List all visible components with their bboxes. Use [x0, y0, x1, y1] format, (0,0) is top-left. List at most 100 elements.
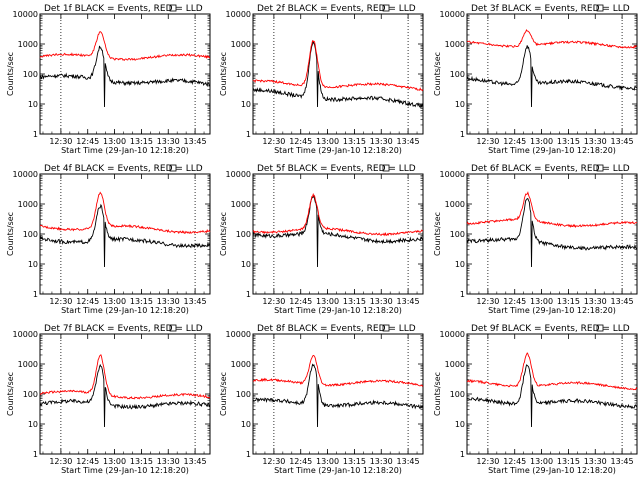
x-axis-label: Start Time (29-Jan-10 12:18:20)	[488, 466, 616, 475]
y-tick-label: 10	[28, 420, 38, 429]
lld-series-line	[252, 354, 424, 387]
y-tick-label: 1000	[18, 360, 38, 369]
legend-box	[596, 164, 604, 172]
plot-frame	[39, 13, 211, 135]
events-series-line	[466, 198, 638, 268]
y-tick-label: 10	[241, 100, 251, 109]
y-axis-label: Counts/sec	[219, 372, 228, 416]
y-tick-label: 1	[33, 130, 38, 139]
x-tick-label: 13:45	[397, 457, 420, 466]
x-tick-label: 13:30	[157, 457, 180, 466]
y-tick-label: 1	[246, 450, 251, 459]
x-tick-label: 13:00	[316, 297, 339, 306]
events-series-line	[466, 45, 638, 108]
plot-frame	[466, 333, 638, 455]
x-tick-label: 13:30	[370, 137, 393, 146]
y-axis-label: Counts/sec	[6, 52, 15, 96]
y-tick-label: 10000	[13, 330, 38, 339]
legend-box	[169, 324, 177, 332]
legend-box	[169, 4, 177, 12]
lld-series-line	[252, 192, 424, 237]
x-tick-label: 13:15	[557, 457, 580, 466]
detector-panel: Det 9f BLACK = Events, RED = LLD 1 10 100 10…	[433, 324, 638, 475]
detector-panel: Det 4f BLACK = Events, RED = LLD 1 10 100 10…	[6, 164, 211, 315]
lld-series-line	[39, 354, 211, 400]
x-tick-label: 13:45	[611, 137, 634, 146]
y-axis-label: Counts/sec	[433, 52, 442, 96]
y-tick-label: 10000	[226, 330, 251, 339]
y-tick-label: 1	[33, 450, 38, 459]
panel-title: Det 4f BLACK = Events, RED = LLD	[44, 164, 203, 174]
x-tick-label: 13:00	[103, 297, 126, 306]
y-tick-label: 1000	[445, 360, 465, 369]
x-tick-label: 12:45	[76, 457, 99, 466]
x-tick-label: 12:45	[76, 137, 99, 146]
x-axis-label: Start Time (29-Jan-10 12:18:20)	[61, 466, 189, 475]
x-tick-label: 13:00	[530, 137, 553, 146]
detector-panel: Det 5f BLACK = Events, RED = LLD 1 10 100 10…	[219, 164, 424, 315]
y-tick-label: 10000	[226, 170, 251, 179]
events-series-line	[252, 363, 424, 428]
x-tick-label: 13:15	[343, 297, 366, 306]
detector-panel: Det 8f BLACK = Events, RED = LLD 1 10 100 10…	[219, 324, 424, 475]
lld-series-line	[40, 191, 211, 235]
x-tick-label: 13:30	[370, 457, 393, 466]
panel-title: Det 7f BLACK = Events, RED = LLD	[44, 324, 203, 334]
panel-title: Det 6f BLACK = Events, RED = LLD	[471, 164, 630, 174]
panel-title: Det 2f BLACK = Events, RED = LLD	[257, 4, 416, 14]
y-tick-label: 1	[246, 290, 251, 299]
y-axis-label: Counts/sec	[219, 212, 228, 256]
events-series-line	[466, 364, 638, 428]
x-tick-label: 12:30	[476, 297, 499, 306]
y-tick-label: 100	[236, 70, 251, 79]
legend-box	[596, 324, 604, 332]
events-series-line	[39, 363, 211, 428]
lld-series-line	[252, 39, 424, 92]
x-tick-label: 13:00	[530, 297, 553, 306]
x-tick-label: 13:15	[130, 457, 153, 466]
legend-box	[596, 4, 604, 12]
lld-series-line	[466, 191, 638, 229]
legend-box	[382, 164, 390, 172]
y-tick-label: 100	[23, 230, 38, 239]
x-tick-label: 12:30	[262, 137, 285, 146]
x-tick-label: 12:30	[262, 297, 285, 306]
y-tick-label: 1000	[445, 200, 465, 209]
y-tick-label: 100	[236, 230, 251, 239]
x-tick-label: 13:45	[397, 137, 420, 146]
events-series-line	[252, 194, 424, 268]
x-tick-label: 13:00	[316, 137, 339, 146]
events-series-line	[252, 40, 424, 109]
panel-title: Det 8f BLACK = Events, RED = LLD	[257, 324, 416, 334]
x-tick-label: 13:15	[557, 297, 580, 306]
x-tick-label: 12:45	[289, 457, 312, 466]
y-tick-label: 1000	[18, 40, 38, 49]
detector-panel: Det 2f BLACK = Events, RED = LLD 1 10 100 10…	[219, 4, 424, 155]
panel-title: Det 3f BLACK = Events, RED = LLD	[471, 4, 630, 14]
x-axis-label: Start Time (29-Jan-10 12:18:20)	[274, 306, 402, 315]
x-tick-label: 13:30	[157, 137, 180, 146]
x-tick-label: 12:45	[503, 457, 526, 466]
x-tick-label: 13:45	[184, 297, 207, 306]
y-tick-label: 10	[455, 420, 465, 429]
x-tick-label: 13:00	[316, 457, 339, 466]
x-tick-label: 12:45	[503, 297, 526, 306]
y-tick-label: 10	[455, 100, 465, 109]
x-tick-label: 12:30	[49, 137, 72, 146]
x-tick-label: 12:30	[49, 297, 72, 306]
plot-frame	[252, 333, 424, 455]
detector-panel: Det 3f BLACK = Events, RED = LLD 1 10 100 10…	[433, 4, 638, 155]
x-tick-label: 12:45	[289, 297, 312, 306]
x-tick-label: 12:45	[76, 297, 99, 306]
lld-series-line	[466, 352, 638, 391]
y-tick-label: 10000	[440, 170, 465, 179]
plot-frame	[466, 13, 638, 135]
x-tick-label: 13:00	[103, 457, 126, 466]
y-tick-label: 1000	[445, 40, 465, 49]
y-axis-label: Counts/sec	[6, 372, 15, 416]
y-tick-label: 10000	[13, 170, 38, 179]
y-tick-label: 10000	[13, 10, 38, 19]
detector-panel: Det 1f BLACK = Events, RED = LLD 1 10 100 10…	[6, 4, 211, 155]
x-tick-label: 13:45	[611, 457, 634, 466]
